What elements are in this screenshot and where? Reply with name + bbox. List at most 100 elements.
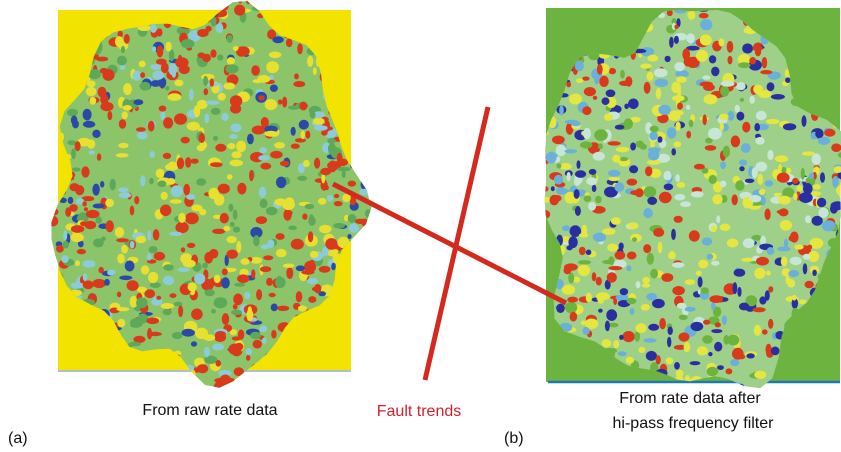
heatmap-cell	[165, 384, 177, 392]
heatmap-cell	[582, 225, 588, 237]
heatmap-cell	[75, 260, 80, 266]
heatmap-cell	[313, 118, 325, 125]
heatmap-cell	[367, 43, 379, 51]
heatmap-cell	[50, 192, 55, 200]
heatmap-cell	[256, 289, 262, 300]
heatmap-cell	[593, 233, 606, 242]
heatmap-cell	[280, 161, 290, 167]
heatmap-cell	[45, 305, 49, 314]
heatmap-cell	[813, 184, 821, 189]
heatmap-cell	[562, 225, 570, 231]
heatmap-cell	[256, 216, 267, 224]
heatmap-cell	[522, 12, 535, 19]
heatmap-cell	[647, 253, 654, 265]
heatmap-cell	[358, 386, 365, 398]
heatmap-cell	[34, 79, 40, 87]
heatmap-cell	[746, 353, 754, 358]
heatmap-cell	[796, 185, 802, 192]
heatmap-cell	[568, 236, 577, 248]
heatmap-cell	[711, 261, 719, 266]
heatmap-cell	[214, 297, 228, 308]
heatmap-cell	[217, 54, 223, 60]
heatmap-cell	[260, 163, 271, 170]
heatmap-cell	[253, 235, 260, 246]
heatmap-cell	[96, 216, 102, 223]
heatmap-cell	[739, 159, 747, 165]
heatmap-cell	[752, 167, 758, 178]
heatmap-cell	[231, 123, 242, 132]
heatmap-cell	[35, 250, 47, 260]
heatmap-cell	[580, 141, 592, 148]
heatmap-cell	[204, 0, 217, 3]
heatmap-cell	[277, 306, 289, 311]
heatmap-cell	[310, 251, 319, 258]
heatmap-cell	[552, 136, 565, 145]
heatmap-cell	[357, 237, 369, 249]
heatmap-cell	[584, 195, 592, 202]
heatmap-cell	[810, 0, 817, 6]
heatmap-cell	[745, 179, 755, 183]
heatmap-cell	[32, 337, 38, 342]
heatmap-cell	[586, 250, 592, 256]
heatmap-cell	[31, 66, 38, 74]
heatmap-cell	[671, 148, 676, 155]
heatmap-cell	[286, 210, 292, 215]
heatmap-cell	[45, 169, 53, 175]
heatmap-cell	[527, 330, 532, 338]
heatmap-cell	[551, 186, 555, 191]
heatmap-cell	[210, 78, 214, 86]
heatmap-cell	[532, 335, 543, 342]
heatmap-cell	[686, 33, 695, 43]
heatmap-cell	[567, 297, 578, 303]
heatmap-cell	[762, 329, 768, 334]
heatmap-cell	[308, 216, 316, 226]
heatmap-cell	[723, 146, 730, 158]
heatmap-cell	[556, 163, 561, 168]
heatmap-cell	[163, 117, 173, 128]
heatmap-cell	[550, 195, 559, 206]
heatmap-cell	[93, 204, 105, 209]
heatmap-cell	[178, 55, 182, 63]
heatmap-cell	[734, 269, 746, 277]
heatmap-cell	[802, 151, 815, 155]
heatmap-cell	[140, 175, 145, 186]
heatmap-cell	[174, 302, 183, 306]
heatmap-cell	[733, 282, 738, 294]
heatmap-cell	[228, 344, 241, 355]
heatmap-cell	[310, 260, 315, 266]
heatmap-cell	[251, 269, 255, 279]
heatmap-cell	[205, 385, 210, 392]
heatmap-cell	[620, 70, 625, 79]
heatmap-cell	[727, 239, 739, 248]
heatmap-cell	[358, 338, 370, 343]
heatmap-cell	[210, 49, 216, 57]
heatmap-cell	[47, 165, 56, 177]
heatmap-cell	[226, 236, 236, 243]
heatmap-cell	[83, 273, 88, 281]
heatmap-cell	[532, 54, 537, 66]
heatmap-cell	[260, 266, 271, 272]
heatmap-cell	[305, 131, 310, 139]
heatmap-cell	[110, 179, 116, 191]
heatmap-cell	[243, 380, 248, 388]
heatmap-cell	[319, 225, 332, 234]
heatmap-cell	[148, 332, 162, 336]
heatmap-cell	[533, 48, 542, 56]
heatmap-cell	[137, 132, 148, 140]
heatmap-cell	[236, 241, 241, 253]
heatmap-cell	[38, 377, 52, 385]
heatmap-cell	[649, 132, 658, 141]
heatmap-cell	[736, 82, 746, 90]
heatmap-cell	[348, 181, 356, 187]
heatmap-cell	[531, 133, 538, 143]
heatmap-cell	[670, 110, 682, 115]
heatmap-cell	[794, 244, 803, 249]
heatmap-cell	[181, 371, 187, 383]
heatmap-cell	[642, 277, 650, 284]
heatmap-cell	[39, 393, 49, 400]
heatmap-cell	[49, 92, 59, 99]
heatmap-cell	[594, 396, 601, 405]
heatmap-cell	[645, 166, 652, 176]
heatmap-cell	[819, 0, 824, 8]
heatmap-cell	[353, 82, 358, 88]
